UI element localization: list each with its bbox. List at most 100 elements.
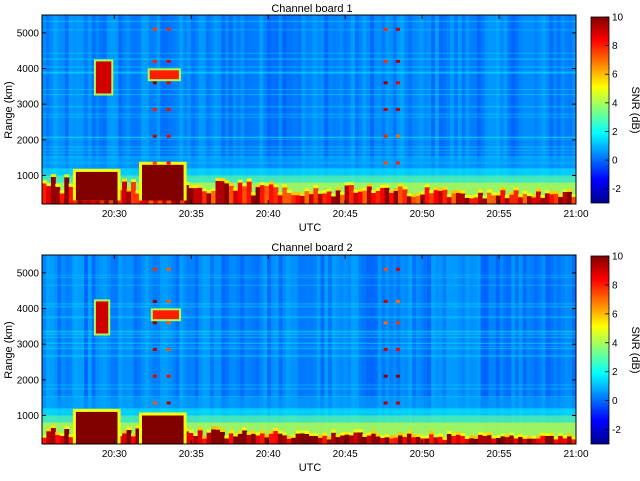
heatmap-cell xyxy=(242,430,248,444)
heatmap-cell xyxy=(375,187,381,191)
heatmap-cell xyxy=(46,186,52,204)
heatmap-cell xyxy=(464,197,470,204)
heatmap-cell xyxy=(335,434,341,438)
heatmap-cell xyxy=(49,15,54,204)
heatmap-cell xyxy=(541,255,546,444)
heatmap-cell xyxy=(383,267,388,271)
heatmap-cell xyxy=(473,194,479,198)
heatmap-cell xyxy=(375,436,381,444)
heatmap-cell xyxy=(349,185,354,204)
panel-channel-board-2: Channel board 2 20:30 20:35 20:40 20:45 20:5… xyxy=(3,242,640,474)
heatmap-cell xyxy=(263,15,268,204)
heatmap-cell xyxy=(339,15,344,204)
heatmap-cell xyxy=(233,190,239,204)
heatmap-cell xyxy=(277,433,283,444)
heatmap-cell xyxy=(190,15,195,204)
heatmap-cell xyxy=(152,59,157,63)
heatmap-cell xyxy=(45,255,50,444)
heatmap-cell xyxy=(166,108,171,111)
heatmap-cell xyxy=(42,434,47,438)
heatmap-cell xyxy=(46,183,52,187)
heatmap-cell xyxy=(184,428,190,432)
heatmap-cell xyxy=(354,15,359,204)
heatmap-cell xyxy=(513,187,519,191)
heatmap-cell xyxy=(142,415,184,444)
heatmap-cell xyxy=(469,195,475,199)
colorbar-tick-label: 2 xyxy=(612,367,618,378)
heatmap-cell xyxy=(383,321,388,325)
heatmap-cell xyxy=(68,434,74,438)
heatmap-cell xyxy=(442,186,448,190)
heatmap-cell xyxy=(68,183,74,187)
heatmap-cell xyxy=(103,255,108,444)
heatmap-cell xyxy=(531,194,537,198)
heatmap-cell xyxy=(480,15,485,204)
heatmap-cell xyxy=(446,255,451,444)
heatmap-cell xyxy=(131,179,136,182)
heatmap-cell xyxy=(412,15,417,204)
heatmap-cell xyxy=(122,15,127,204)
heatmap-cell xyxy=(316,255,321,444)
heatmap-cell xyxy=(328,15,333,204)
heatmap-cell xyxy=(114,15,119,204)
heatmap-cell xyxy=(453,255,458,444)
heatmap-cell xyxy=(358,432,363,444)
heatmap-cell xyxy=(87,15,92,204)
heatmap-cell xyxy=(492,255,497,444)
heatmap-cell xyxy=(460,436,466,444)
heatmap-cell xyxy=(240,15,245,204)
colorbar-tick-label: 8 xyxy=(612,41,618,52)
heatmap-cell xyxy=(42,303,576,305)
heatmap-cell xyxy=(507,15,512,204)
heatmap-cell xyxy=(402,433,408,437)
heatmap-cell xyxy=(515,255,520,444)
heatmap-cell xyxy=(297,15,302,204)
heatmap-cell xyxy=(366,15,371,204)
heatmap-cell xyxy=(126,191,132,204)
heatmap-cell xyxy=(335,190,341,204)
heatmap-cell xyxy=(42,71,576,73)
heatmap-cell xyxy=(320,255,325,444)
heatmap-cell xyxy=(206,190,212,194)
heatmap-cell xyxy=(450,255,455,444)
heatmap-cell xyxy=(572,15,577,204)
heatmap-cell xyxy=(522,193,528,204)
heatmap-cell xyxy=(536,438,541,444)
x-tick-label: 20:55 xyxy=(487,449,512,460)
heatmap-cell xyxy=(549,191,555,195)
heatmap-cell xyxy=(540,197,546,204)
heatmap-cell xyxy=(221,15,226,204)
heatmap-cell xyxy=(556,15,561,204)
colorbar-tick-label: -2 xyxy=(612,425,621,436)
x-tick-label: 20:30 xyxy=(102,449,127,460)
heatmap-cell xyxy=(317,437,323,444)
heatmap-cell xyxy=(545,255,550,444)
heatmap-cell xyxy=(564,255,569,444)
heatmap-cell xyxy=(358,15,363,204)
heatmap-cell xyxy=(549,15,554,204)
heatmap-cell xyxy=(469,435,475,439)
heatmap-cell xyxy=(264,437,270,444)
heatmap-cell xyxy=(549,433,555,436)
heatmap-cell xyxy=(389,435,394,439)
heatmap-cell xyxy=(80,15,85,204)
heatmap-cell xyxy=(500,187,506,191)
heatmap-cell xyxy=(328,255,333,444)
colorbar-label: SNR (dB) xyxy=(629,86,640,133)
heatmap-cell xyxy=(487,432,492,436)
heatmap-cell xyxy=(491,195,497,204)
heatmap-cell xyxy=(446,433,452,444)
heatmap-cell xyxy=(95,255,100,444)
y-tick-label: 3000 xyxy=(17,100,40,111)
heatmap-cell xyxy=(513,435,519,439)
heatmap-cell xyxy=(335,255,340,444)
heatmap-cell xyxy=(171,15,176,204)
heatmap-cell xyxy=(251,255,256,444)
heatmap-cell xyxy=(406,193,412,197)
heatmap-cell xyxy=(509,191,515,195)
heatmap-cell xyxy=(362,433,368,437)
heatmap-cell xyxy=(469,255,474,444)
heatmap-cell xyxy=(57,15,62,204)
heatmap-cell xyxy=(305,15,310,204)
heatmap-cell xyxy=(49,255,54,444)
